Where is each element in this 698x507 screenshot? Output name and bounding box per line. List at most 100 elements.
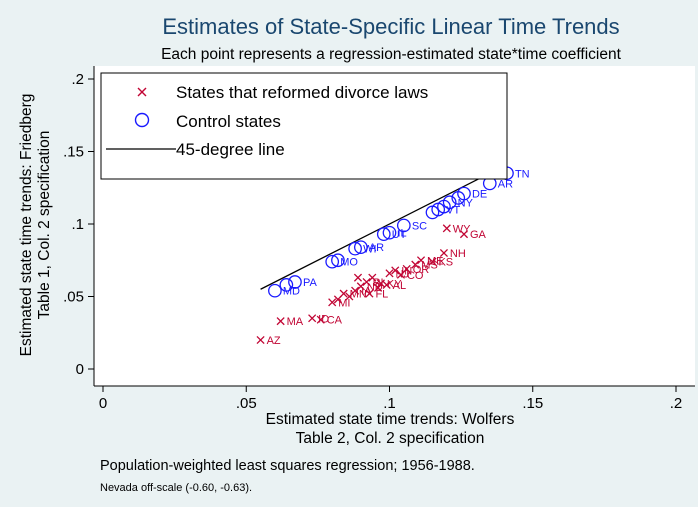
point-label: IA xyxy=(361,286,372,298)
footnote-regression: Population-weighted least squares regres… xyxy=(100,458,475,474)
point-reformed-state xyxy=(368,273,377,282)
point-label: WY xyxy=(453,223,471,235)
point-label: MD xyxy=(283,286,300,298)
chart-subtitle: Each point represents a regression-estim… xyxy=(161,46,621,63)
point-label: PA xyxy=(303,277,318,289)
x-tick-label: .1 xyxy=(383,395,396,412)
point-reformed-state xyxy=(276,317,285,326)
x-axis-title-line2: Table 2, Col. 2 specification xyxy=(296,430,485,447)
point-control-state xyxy=(348,241,362,256)
point-control-state xyxy=(268,283,282,298)
legend-box xyxy=(100,72,508,180)
points-layer xyxy=(256,166,514,345)
point-reformed-state xyxy=(353,273,363,282)
legend-marker-circle xyxy=(134,112,150,128)
point-label: ME xyxy=(427,255,444,267)
point-label: OR xyxy=(413,264,430,276)
point-label: MA xyxy=(287,316,304,328)
point-control-state xyxy=(331,253,345,268)
point-label: MI xyxy=(338,297,350,309)
point-label: MS xyxy=(421,260,438,272)
point-reformed-state xyxy=(416,256,426,265)
y-tick-label: .05 xyxy=(63,289,84,306)
point-label: AL xyxy=(393,280,406,292)
point-label: AR xyxy=(498,178,513,190)
point-reformed-state xyxy=(428,257,437,266)
point-label: NH xyxy=(450,248,466,260)
y-tick-label: .1 xyxy=(71,216,84,233)
x-axis-ticks: 0 .05 .1 .15 .2 xyxy=(99,386,682,412)
point-label: MN xyxy=(350,289,367,301)
point-reformed-state xyxy=(256,335,265,345)
x-tick-label: .2 xyxy=(670,395,683,412)
y-axis-ticks: 0 .05 .1 .15 .2 xyxy=(63,71,94,378)
legend-marker-x xyxy=(137,87,147,97)
point-label: ID xyxy=(318,313,329,325)
point-control-state xyxy=(457,186,471,201)
x-tick-label: 0 xyxy=(99,395,107,412)
point-label: IL xyxy=(398,228,407,240)
point-control-state xyxy=(353,240,368,255)
point-label: UT xyxy=(392,229,407,241)
point-label: WI xyxy=(363,244,376,256)
point-reformed-state xyxy=(382,280,391,289)
chart-title: Estimates of State-Specific Linear Time … xyxy=(162,14,619,39)
legend: States that reformed divorce laws Contro… xyxy=(100,72,508,180)
legend-label-control: Control states xyxy=(176,112,281,131)
point-label: NY xyxy=(458,197,474,209)
point-reformed-state xyxy=(442,224,451,233)
point-control-state xyxy=(279,278,294,292)
y-tick-label: .15 xyxy=(63,144,84,161)
point-label: KS xyxy=(438,257,453,269)
x-axis-title-line1: Estimated state time trends: Wolfers xyxy=(266,411,515,428)
point-label: CA xyxy=(327,315,343,327)
point-reformed-state xyxy=(402,264,411,274)
y-axis-title-line1: Estimated state time trends: Friedberg xyxy=(18,94,35,357)
point-label: AR xyxy=(369,242,384,254)
y-tick-label: .2 xyxy=(71,71,84,88)
point-reformed-state xyxy=(308,314,317,323)
point-control-state xyxy=(325,254,340,269)
point-reformed-state xyxy=(459,230,469,239)
point-reformed-state xyxy=(339,289,348,298)
point-label: SC xyxy=(412,220,427,232)
point-label: KY xyxy=(387,278,402,290)
point-reformed-state xyxy=(411,260,420,269)
point-reformed-state xyxy=(373,283,383,292)
point-label: CO xyxy=(407,270,424,282)
45-degree-line xyxy=(260,163,508,290)
point-reformed-state xyxy=(365,289,374,298)
reference-line-layer xyxy=(260,163,508,290)
x-tick-label: .15 xyxy=(522,395,543,412)
point-label: MO xyxy=(340,257,358,269)
point-label: VT xyxy=(446,205,460,217)
point-reformed-state xyxy=(356,282,365,291)
point-reformed-state xyxy=(391,266,400,275)
point-control-state xyxy=(396,218,411,233)
point-label: NJ xyxy=(396,268,409,280)
point-label: GA xyxy=(470,229,487,241)
point-label: DE xyxy=(472,189,487,201)
point-label: FL xyxy=(375,289,388,301)
legend-label-reformed: States that reformed divorce laws xyxy=(176,83,428,102)
point-reformed-state xyxy=(328,298,337,307)
x-tick-label: .05 xyxy=(236,395,257,412)
point-reformed-state xyxy=(439,248,448,258)
point-reformed-state xyxy=(385,269,394,278)
point-control-state xyxy=(442,195,457,210)
point-control-state xyxy=(376,227,391,241)
point-label: RI xyxy=(373,277,384,289)
point-reformed-state xyxy=(316,315,325,324)
point-reformed-state xyxy=(362,277,371,287)
point-control-state xyxy=(382,225,397,240)
point-label: IN xyxy=(401,265,412,277)
legend-label-45-degree: 45-degree line xyxy=(176,140,285,159)
footnote-nevada: Nevada off-scale (-0.60, -0.63). xyxy=(100,482,252,494)
point-control-state xyxy=(288,275,302,289)
point-label: ND xyxy=(367,281,383,293)
point-label: AZ xyxy=(267,335,281,347)
point-label: TN xyxy=(515,168,530,180)
y-axis-title-line2: Table 1, Col. 2 specification xyxy=(36,131,53,320)
